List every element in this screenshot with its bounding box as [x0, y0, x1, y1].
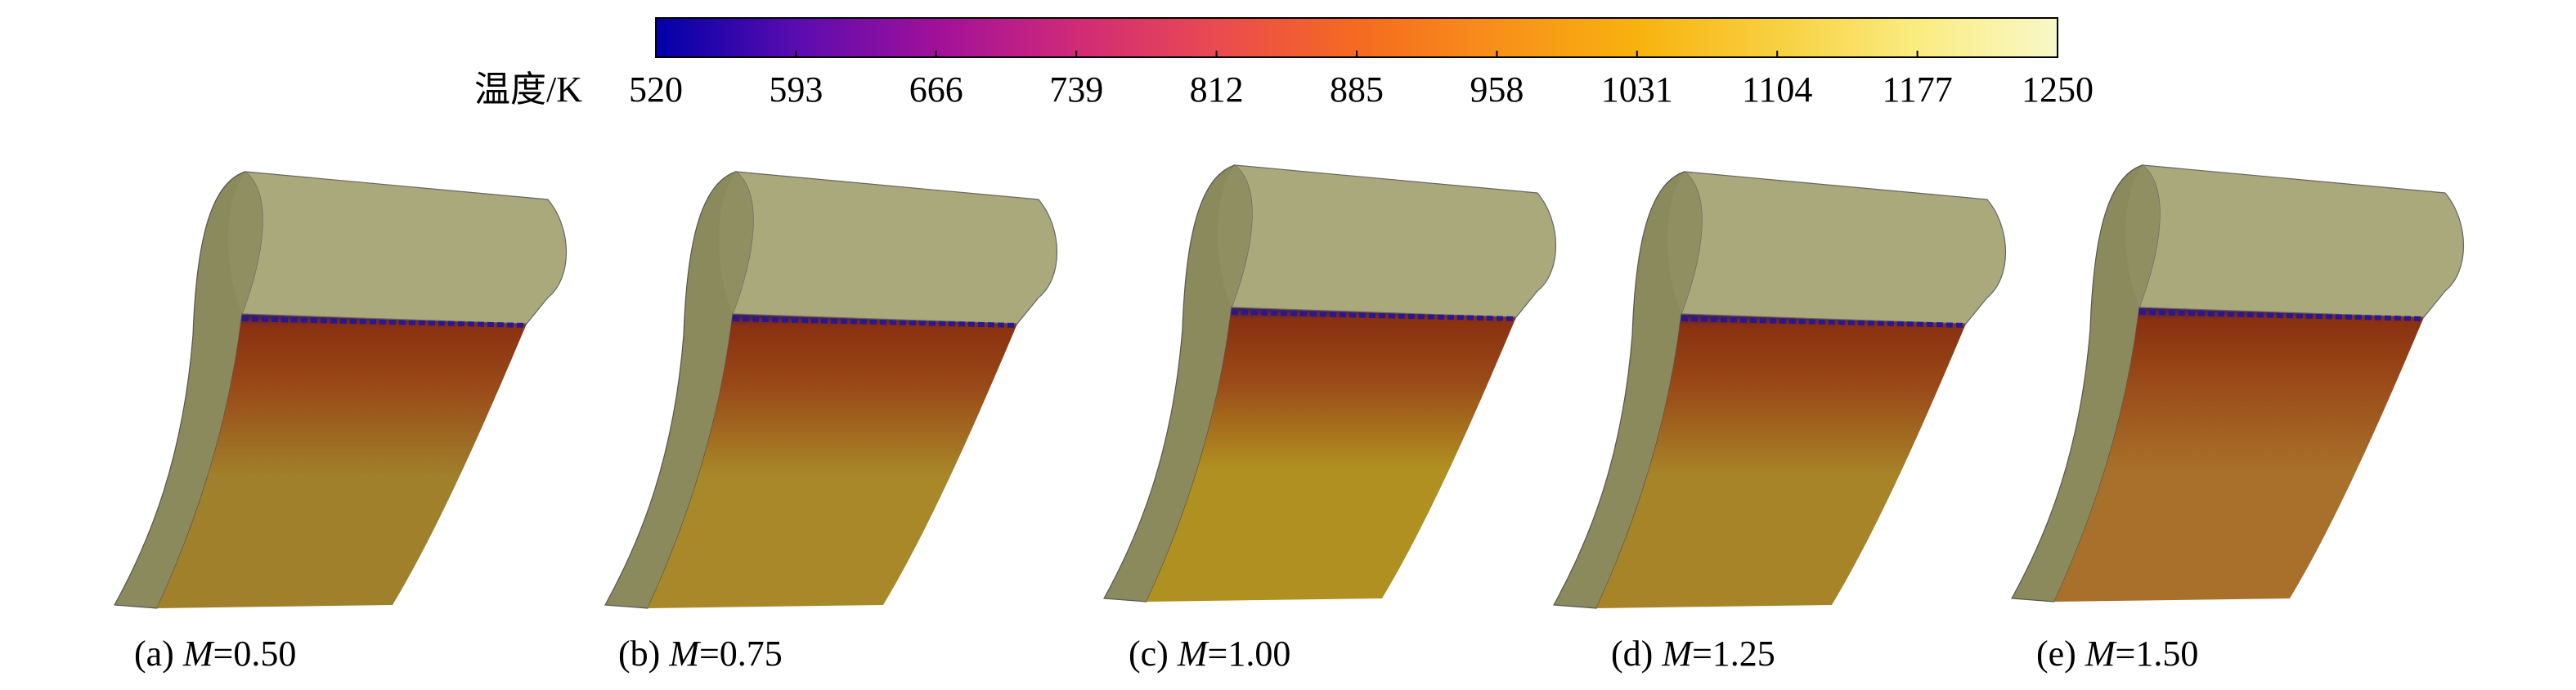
blade: [1553, 171, 2006, 609]
caption-value: =1.50: [2116, 634, 2199, 674]
caption-value: =1.25: [1692, 634, 1775, 674]
colorbar-tick-label: 1104: [1742, 69, 1812, 110]
blade-leading-edge: [1553, 171, 1685, 609]
blade-leading-edge: [1103, 164, 1236, 603]
blade-tip-cylinder: [2138, 164, 2464, 318]
blade-tip-cylinder: [1231, 164, 1556, 318]
blade: [1103, 164, 1556, 603]
caption-symbol: M: [2085, 634, 2117, 674]
blade: [604, 171, 1057, 609]
caption-symbol: M: [1661, 634, 1694, 674]
blade-leading-edge: [114, 171, 246, 609]
colorbar-label: 温度/K: [474, 69, 582, 110]
blade-tip-cap: [228, 172, 263, 314]
panel-caption: (e) M=1.50: [2036, 634, 2198, 674]
caption-value: =0.75: [699, 634, 783, 674]
caption-label: (d): [1611, 634, 1653, 674]
blade-pressure-face: [157, 314, 527, 608]
colorbar-tick-label: 1031: [1601, 69, 1673, 110]
colorbar-tick-label: 1250: [2022, 69, 2094, 110]
blade-pressure-face: [648, 314, 1017, 608]
panel-caption: (b) M=0.75: [618, 634, 783, 674]
blade-tip-cap: [2125, 165, 2161, 307]
blade-pressure-face: [2054, 307, 2424, 602]
cooling-holes: [1681, 316, 1967, 328]
panel-caption: (d) M=1.25: [1611, 634, 1775, 674]
blade-leading-edge: [2011, 164, 2143, 603]
cooling-holes: [1231, 310, 1517, 321]
caption-value: =1.00: [1208, 634, 1291, 674]
blade-tip-cylinder: [1681, 171, 2006, 325]
cooling-holes: [241, 316, 527, 328]
caption-label: (e): [2036, 634, 2076, 674]
caption-symbol: M: [668, 634, 701, 674]
colorbar-tick-label: 885: [1330, 69, 1384, 110]
blade-tip-cylinder: [241, 171, 567, 325]
blade-pressure-face: [1147, 307, 1516, 602]
caption-label: (c): [1129, 634, 1169, 674]
colorbar-tick-label: 1177: [1882, 69, 1952, 110]
colorbar-tick-label: 593: [769, 69, 823, 110]
colorbar-tick-label: 812: [1190, 69, 1244, 110]
blade-tip-cylinder: [732, 171, 1057, 325]
caption-value: =0.50: [213, 634, 297, 674]
colorbar-tick-label: 520: [629, 69, 683, 110]
blade-pressure-face: [1596, 314, 1966, 608]
caption-symbol: M: [1177, 634, 1209, 674]
colorbar-tick-label: 739: [1049, 69, 1103, 110]
caption-symbol: M: [182, 634, 215, 674]
blade-leading-edge: [604, 171, 737, 609]
caption-label: (b): [618, 634, 660, 674]
blade: [2011, 164, 2464, 603]
blade: [114, 171, 567, 609]
blade-tip-cap: [1218, 165, 1253, 307]
caption-label: (a): [134, 634, 174, 674]
colorbar-tick-label: 958: [1470, 69, 1524, 110]
cooling-holes: [2138, 310, 2425, 321]
cooling-holes: [732, 316, 1018, 328]
blade-tip-cap: [719, 172, 754, 314]
panel-caption: (c) M=1.00: [1129, 634, 1290, 674]
blade-tip-cap: [1667, 172, 1703, 314]
colorbar-tick-label: 666: [909, 69, 963, 110]
panel-caption: (a) M=0.50: [134, 634, 296, 674]
